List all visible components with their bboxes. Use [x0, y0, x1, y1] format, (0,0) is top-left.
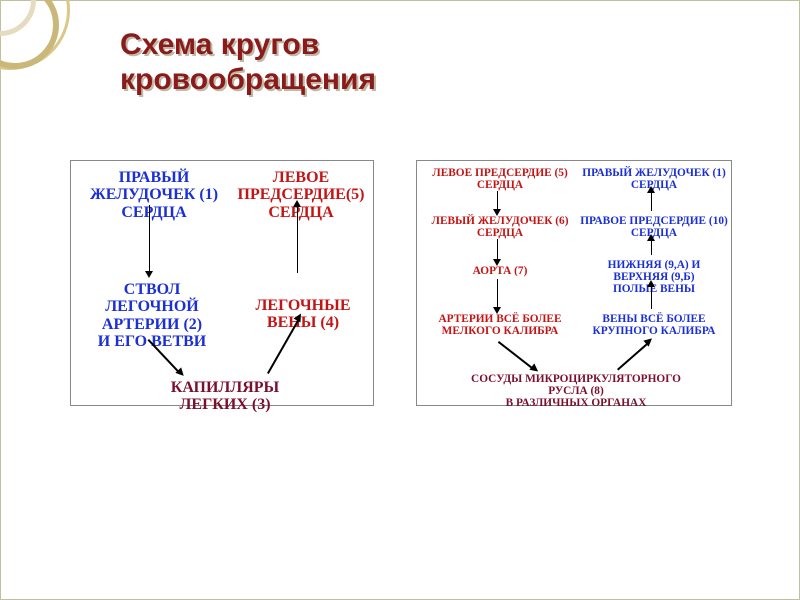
slide-title: Схема круговкровообращения Схема круговк…: [120, 28, 376, 97]
flow-node: ВЕНЫ ВСЁ БОЛЕЕ КРУПНОГО КАЛИБРА: [579, 313, 729, 337]
flow-node: ЛЕГОЧНЫЕ ВЕНЫ (4): [235, 297, 371, 332]
flow-node: ПРАВОЕ ПРЕДСЕРДИЕ (10) СЕРДЦА: [579, 215, 729, 239]
diagram-panels: ПРАВЫЙ ЖЕЛУДОЧЕК (1) СЕРДЦАЛЕВОЕ ПРЕДСЕР…: [70, 160, 732, 406]
systemic-circulation-panel: ЛЕВОЕ ПРЕДСЕРДИЕ (5) СЕРДЦАПРАВЫЙ ЖЕЛУДО…: [416, 160, 732, 406]
flow-node: ПРАВЫЙ ЖЕЛУДОЧЕК (1) СЕРДЦА: [579, 167, 729, 191]
flow-node: КАПИЛЛЯРЫ ЛЕГКИХ (3): [145, 379, 305, 414]
flow-node: ЛЕВОЕ ПРЕДСЕРДИЕ (5) СЕРДЦА: [425, 167, 575, 191]
pulmonary-circulation-panel: ПРАВЫЙ ЖЕЛУДОЧЕК (1) СЕРДЦАЛЕВОЕ ПРЕДСЕР…: [70, 160, 374, 406]
flow-node: АОРТА (7): [425, 265, 575, 277]
flow-node: ЛЕВОЕ ПРЕДСЕРДИЕ(5) СЕРДЦА: [231, 169, 371, 221]
flow-node: НИЖНЯЯ (9,А) И ВЕРХНЯЯ (9,Б) ПОЛЫЕ ВЕНЫ: [579, 259, 729, 296]
flow-node: СОСУДЫ МИКРОЦИРКУЛЯТОРНОГО РУСЛА (8) В Р…: [461, 373, 691, 410]
flow-node: СТВОЛ ЛЕГОЧНОЙ АРТЕРИИ (2) И ЕГО ВЕТВИ: [77, 281, 227, 350]
flow-node: ЛЕВЫЙ ЖЕЛУДОЧЕК (6) СЕРДЦА: [425, 215, 575, 239]
flow-node: АРТЕРИИ ВСЁ БОЛЕЕ МЕЛКОГО КАЛИБРА: [425, 313, 575, 337]
flow-node: ПРАВЫЙ ЖЕЛУДОЧЕК (1) СЕРДЦА: [79, 169, 229, 221]
